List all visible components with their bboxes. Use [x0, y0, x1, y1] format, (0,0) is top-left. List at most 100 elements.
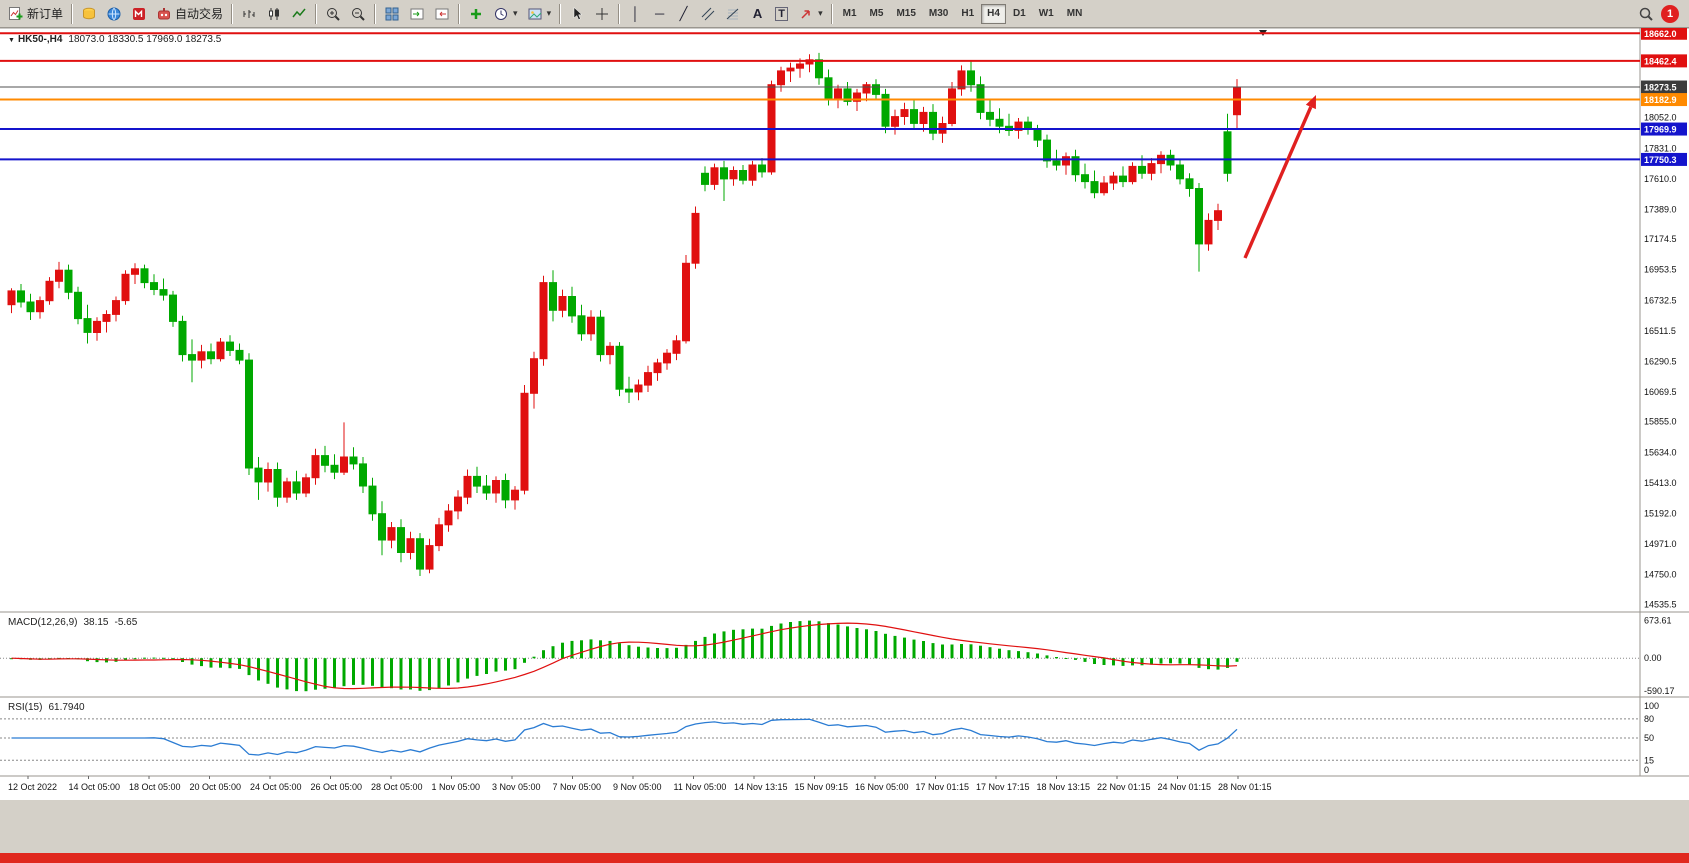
svg-text:14971.0: 14971.0 [1644, 539, 1677, 549]
svg-text:18273.5: 18273.5 [1644, 83, 1677, 93]
channel-icon [701, 7, 715, 20]
coins-icon [83, 7, 96, 19]
chart-shift-button[interactable] [430, 3, 454, 25]
horizontal-line-icon: ─ [654, 6, 665, 21]
svg-text:17610.0: 17610.0 [1644, 174, 1677, 184]
svg-text:673.61: 673.61 [1644, 616, 1672, 626]
svg-text:16953.5: 16953.5 [1644, 265, 1677, 275]
line-chart-button[interactable] [287, 3, 311, 25]
text-button[interactable]: A [746, 3, 769, 25]
svg-text:50: 50 [1644, 733, 1654, 743]
timeframe-h4-button[interactable]: H4 [981, 3, 1006, 24]
vertical-line-icon: │ [631, 6, 640, 21]
svg-text:28 Oct 05:00: 28 Oct 05:00 [371, 782, 423, 792]
arrows-button[interactable]: ▾ [794, 3, 827, 25]
toolbar-separator [559, 3, 562, 24]
svg-text:14535.5: 14535.5 [1644, 599, 1677, 609]
history-center-button[interactable] [77, 3, 101, 25]
vertical-line-button[interactable]: │ [624, 3, 647, 25]
svg-text:12 Oct 2022: 12 Oct 2022 [8, 782, 57, 792]
cursor-button[interactable] [565, 3, 589, 25]
auto-scroll-button[interactable] [405, 3, 429, 25]
chart-symbol-ohlc: ▼ HK50-,H4 18073.0 18330.5 17969.0 18273.5 [8, 34, 222, 45]
search-icon [1639, 7, 1653, 21]
timeframe-m15-button[interactable]: M15 [890, 4, 921, 24]
timeframe-w1-button[interactable]: W1 [1033, 4, 1060, 24]
arrow-tool-icon [801, 9, 810, 19]
search-button[interactable] [1634, 3, 1658, 25]
crosshair-button[interactable] [590, 3, 614, 25]
time-axis: 12 Oct 2022 14 Oct 05:00 18 Oct 05:00 20 Oc… [8, 776, 1272, 792]
trendline-button[interactable]: ╱ [672, 3, 695, 25]
globe-icon [107, 7, 121, 20]
robot-icon [158, 7, 171, 19]
svg-text:24 Oct 05:00: 24 Oct 05:00 [250, 782, 302, 792]
svg-text:22 Nov 01:15: 22 Nov 01:15 [1097, 782, 1151, 792]
text-label-button[interactable]: T [770, 3, 793, 25]
svg-text:-590.17: -590.17 [1644, 686, 1675, 696]
chart-ohlc-values: 18073.0 18330.5 17969.0 18273.5 [68, 34, 221, 45]
svg-text:15855.0: 15855.0 [1644, 417, 1677, 427]
zoom-in-button[interactable] [321, 3, 345, 25]
timeframe-d1-button[interactable]: D1 [1007, 4, 1032, 24]
svg-text:16511.5: 16511.5 [1644, 326, 1676, 336]
svg-text:15634.0: 15634.0 [1644, 447, 1677, 457]
new-order-label: 新订单 [27, 7, 64, 21]
footer-bar [0, 853, 1689, 863]
svg-text:15 Nov 09:15: 15 Nov 09:15 [795, 782, 849, 792]
svg-text:0: 0 [1644, 765, 1649, 775]
news-button[interactable] [102, 3, 126, 25]
svg-text:16 Nov 05:00: 16 Nov 05:00 [855, 782, 909, 792]
text-tool-icon: A [752, 6, 763, 21]
svg-text:24 Nov 01:15: 24 Nov 01:15 [1158, 782, 1212, 792]
horizontal-line-button[interactable]: ─ [648, 3, 671, 25]
svg-text:14750.0: 14750.0 [1644, 570, 1677, 580]
bar-chart-icon [243, 9, 255, 18]
svg-text:18182.9: 18182.9 [1644, 95, 1677, 105]
macd-panel: 673.61 0.00 -590.17 [0, 616, 1675, 696]
toolbar-separator [458, 3, 461, 24]
fibonacci-button[interactable] [721, 3, 745, 25]
svg-text:100: 100 [1644, 701, 1659, 711]
crosshair-icon [596, 7, 609, 20]
timeframe-m1-button[interactable]: M1 [837, 4, 863, 24]
svg-text:14 Nov 13:15: 14 Nov 13:15 [734, 782, 788, 792]
timeframe-h1-button[interactable]: H1 [955, 4, 980, 24]
cursor-icon [573, 6, 583, 20]
clock-icon [495, 7, 508, 20]
candlestick-chart-button[interactable] [262, 3, 286, 25]
channel-button[interactable] [696, 3, 720, 25]
trendline-icon: ╱ [679, 6, 688, 21]
svg-text:26 Oct 05:00: 26 Oct 05:00 [311, 782, 363, 792]
tile-windows-button[interactable] [380, 3, 404, 25]
timeframe-m5-button[interactable]: M5 [864, 4, 890, 24]
svg-text:17831.0: 17831.0 [1644, 143, 1677, 153]
svg-text:18 Nov 13:15: 18 Nov 13:15 [1037, 782, 1091, 792]
timeframe-mn-button[interactable]: MN [1061, 4, 1089, 24]
annotation-arrow [1243, 95, 1316, 259]
dropdown-arrow-icon: ▾ [546, 8, 552, 18]
svg-text:17 Nov 01:15: 17 Nov 01:15 [916, 782, 970, 792]
svg-text:1 Nov 05:00: 1 Nov 05:00 [432, 782, 481, 792]
horizontal-lines: 18662.0 18462.4 18273.5 18182.9 17969.9 17750… [0, 26, 1687, 166]
timeframe-m30-button[interactable]: M30 [923, 4, 954, 24]
add-indicator-button[interactable] [464, 3, 488, 25]
macd-signal-value: -5.65 [115, 617, 138, 628]
zoom-out-button[interactable] [346, 3, 370, 25]
svg-text:0.00: 0.00 [1644, 653, 1662, 663]
svg-text:14 Oct 05:00: 14 Oct 05:00 [69, 782, 121, 792]
svg-text:80: 80 [1644, 714, 1654, 724]
macd-value: 38.15 [83, 617, 108, 628]
svg-text:17389.0: 17389.0 [1644, 204, 1677, 214]
toolbar-separator [830, 3, 833, 24]
auto-trading-button[interactable]: 自动交易 [152, 3, 227, 25]
templates-button[interactable]: ▾ [523, 3, 556, 25]
toolbar-separator [231, 3, 234, 24]
new-order-button[interactable]: 新订单 [4, 3, 67, 25]
bar-chart-button[interactable] [237, 3, 261, 25]
notification-badge[interactable]: 1 [1661, 4, 1679, 23]
periods-button[interactable]: ▾ [489, 3, 522, 25]
mql5-community-button[interactable] [127, 3, 151, 25]
